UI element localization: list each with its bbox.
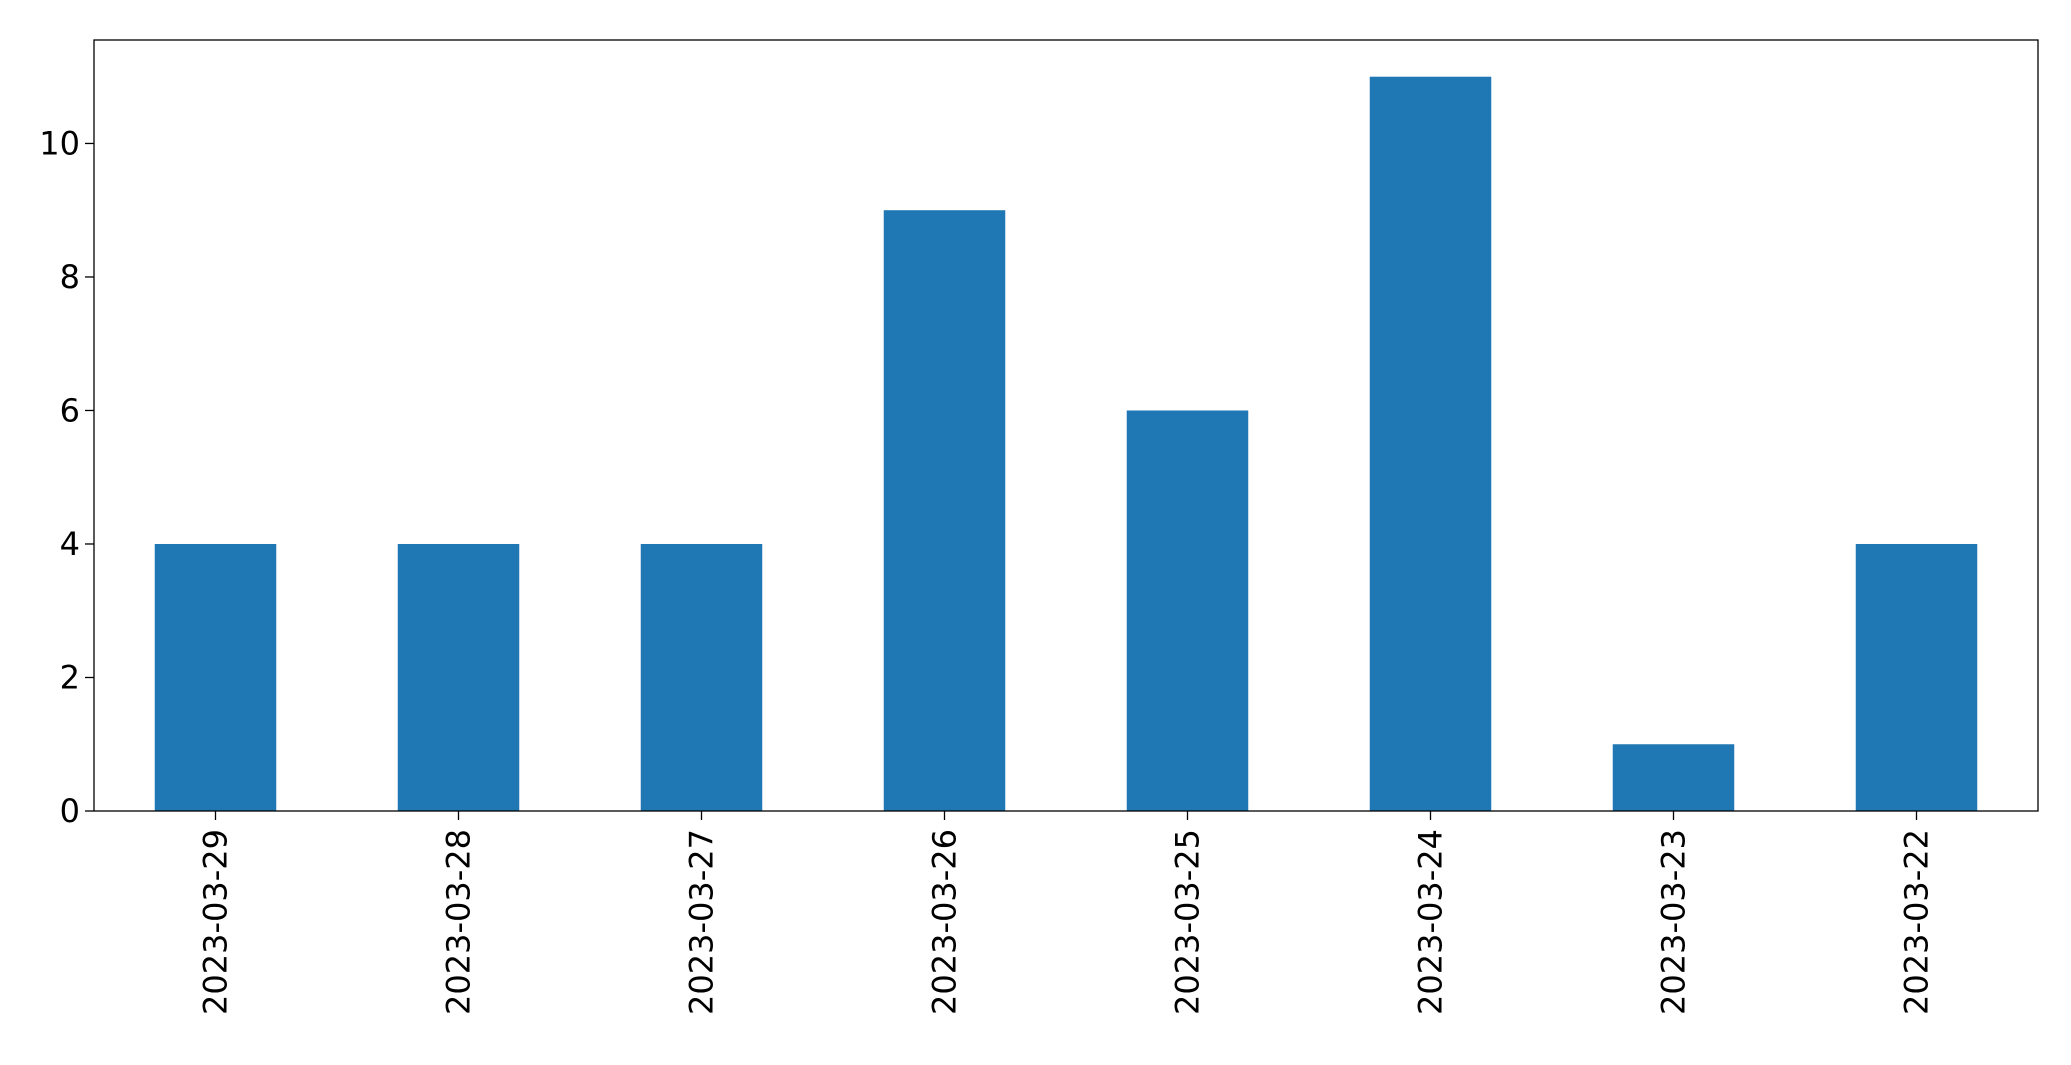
plot-frame: [93, 39, 2039, 812]
x-axis: 2023-03-29 2023-03-28 2023-03-27 2023-03-26…: [197, 811, 1936, 1015]
bars-group: [154, 76, 1978, 812]
x-tick-label: 2023-03-22: [1898, 829, 1936, 1015]
bar-2023-03-29: [154, 543, 277, 811]
x-tick-label: 2023-03-23: [1655, 829, 1693, 1015]
bar-2023-03-22: [1855, 543, 1978, 811]
x-tick-label: 2023-03-27: [683, 829, 721, 1015]
y-tick-label: 10: [39, 124, 80, 162]
x-tick-label: 2023-03-24: [1412, 829, 1450, 1015]
bar-2023-03-26: [883, 210, 1006, 812]
x-tick-label: 2023-03-29: [197, 829, 235, 1015]
x-tick-label: 2023-03-25: [1169, 829, 1207, 1015]
y-tick-label: 4: [60, 525, 80, 563]
y-tick-label: 6: [60, 391, 80, 429]
bar-2023-03-27: [640, 543, 763, 811]
bar-2023-03-24: [1369, 76, 1492, 811]
x-tick-label: 2023-03-28: [440, 829, 478, 1015]
y-axis: 0 2 4 6 8 10: [39, 124, 94, 830]
bar-2023-03-23: [1612, 744, 1735, 811]
bar-2023-03-25: [1126, 410, 1249, 811]
bar-2023-03-28: [397, 543, 520, 811]
y-tick-label: 2: [60, 658, 80, 696]
x-tick-label: 2023-03-26: [926, 829, 964, 1015]
y-tick-label: 0: [60, 792, 80, 830]
y-tick-label: 8: [60, 258, 80, 296]
